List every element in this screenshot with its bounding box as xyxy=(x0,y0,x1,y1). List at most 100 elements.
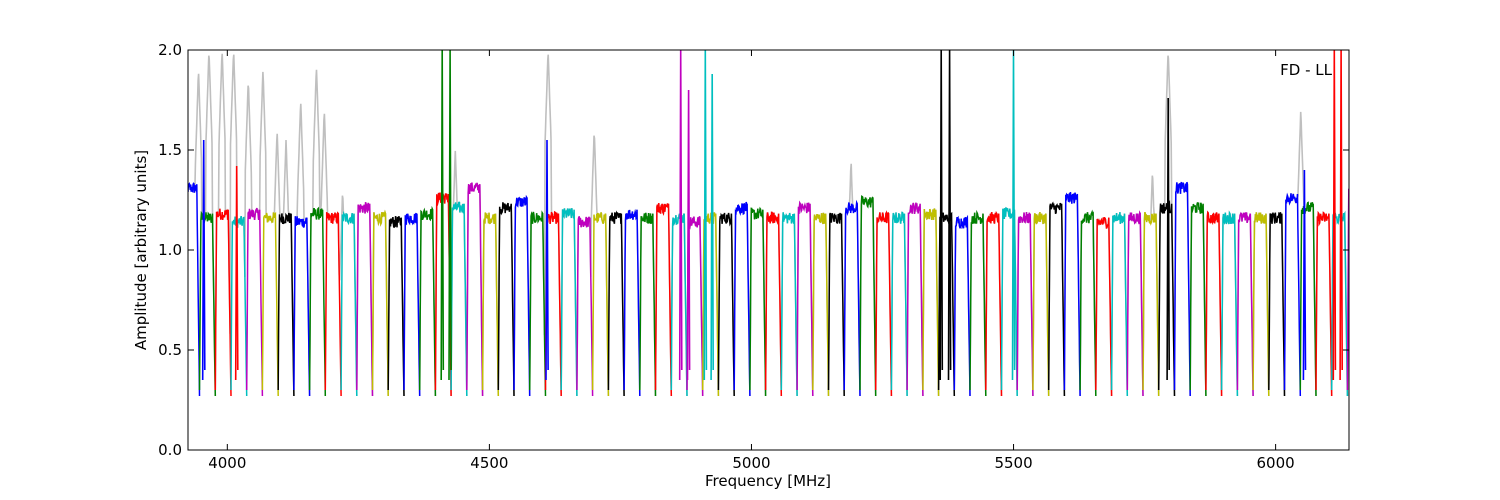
rfi-spike xyxy=(947,50,952,381)
band-series xyxy=(324,211,342,397)
band-series xyxy=(1315,210,1333,397)
rfi-spike xyxy=(234,165,239,381)
rfi-spike xyxy=(545,139,549,381)
band-series xyxy=(576,216,594,397)
band-series xyxy=(623,208,641,397)
rfi-spike xyxy=(201,139,206,381)
band-series xyxy=(497,202,515,397)
y-axis-label: Amplitude [arbitrary units] xyxy=(132,150,150,350)
band-series xyxy=(1047,201,1066,397)
band-series xyxy=(654,203,673,397)
band-series xyxy=(717,212,735,397)
rfi-spike xyxy=(703,50,708,381)
y-tick-label: 0.0 xyxy=(158,441,182,459)
band-series xyxy=(198,210,217,397)
x-tick-label: 5500 xyxy=(994,454,1032,472)
band-series xyxy=(188,181,201,397)
band-series xyxy=(1110,212,1129,397)
y-tick-label: 0.5 xyxy=(158,341,182,359)
band-series xyxy=(481,212,500,397)
band-series xyxy=(749,206,767,397)
band-series xyxy=(1252,212,1270,397)
band-series xyxy=(1157,199,1176,397)
x-tick-label: 4500 xyxy=(470,454,508,472)
tick-layer: 4000 4500 5000 5500 6000 0.0 0.5 1.0 1.5 2.0 xyxy=(158,41,1349,472)
band-series xyxy=(874,210,893,397)
band-series xyxy=(812,212,830,397)
band-series xyxy=(969,209,987,397)
band-series xyxy=(466,182,484,397)
x-tick-label: 4000 xyxy=(208,454,246,472)
band-series xyxy=(1032,211,1050,397)
rfi-spike xyxy=(1339,50,1343,381)
band-series xyxy=(245,207,264,397)
chart-annotation: FD - LL xyxy=(1280,61,1332,79)
band-series xyxy=(1299,201,1317,397)
rfi-spike xyxy=(440,50,445,381)
band-series xyxy=(639,212,657,397)
series-layer xyxy=(188,50,1349,397)
band-series xyxy=(230,215,248,397)
band-series xyxy=(827,212,845,397)
band-series xyxy=(1142,211,1160,397)
band-series xyxy=(293,216,311,397)
y-tick-label: 1.0 xyxy=(158,241,182,259)
band-series xyxy=(843,199,861,397)
rfi-spike xyxy=(1011,50,1016,381)
rfi-spike xyxy=(678,50,683,381)
y-tick-label: 2.0 xyxy=(158,41,182,59)
band-series xyxy=(1063,192,1081,397)
rfi-spike xyxy=(939,50,944,381)
x-tick-label: 5000 xyxy=(732,454,770,472)
band-series xyxy=(1236,211,1254,397)
band-series xyxy=(1220,210,1239,397)
band-series xyxy=(733,201,751,397)
band-series xyxy=(340,210,358,397)
band-series xyxy=(859,195,877,397)
x-tick-label: 6000 xyxy=(1257,454,1295,472)
rfi-spike xyxy=(686,89,691,381)
band-series xyxy=(528,210,547,397)
band-series xyxy=(387,216,405,397)
band-series xyxy=(560,208,578,397)
rfi-spike xyxy=(1302,169,1307,381)
band-series xyxy=(1189,202,1207,397)
rfi-spike xyxy=(1332,50,1337,381)
band-series xyxy=(780,212,798,397)
band-series xyxy=(796,200,814,397)
band-series xyxy=(418,205,437,397)
band-series xyxy=(371,209,389,397)
band-series xyxy=(277,212,295,397)
band-series xyxy=(1095,216,1113,397)
band-series xyxy=(764,211,783,397)
rfi-spike xyxy=(710,73,714,381)
band-series xyxy=(1016,212,1034,397)
band-series xyxy=(1268,212,1286,397)
background-series xyxy=(188,53,1349,397)
band-series xyxy=(308,206,327,397)
band-series xyxy=(1079,209,1097,397)
band-series xyxy=(1173,181,1191,397)
band-series xyxy=(591,212,610,397)
band-series xyxy=(513,194,531,397)
band-series xyxy=(607,210,625,397)
rfi-spike xyxy=(1166,97,1170,381)
band-series xyxy=(450,201,468,397)
band-series xyxy=(1346,188,1349,391)
band-series xyxy=(922,208,940,397)
band-series xyxy=(1205,210,1223,397)
band-series xyxy=(953,214,971,397)
band-series xyxy=(985,210,1003,397)
band-series xyxy=(1283,192,1302,397)
y-tick-label: 1.5 xyxy=(158,141,182,159)
band-series xyxy=(356,201,374,397)
band-series xyxy=(261,211,279,397)
band-series xyxy=(906,202,924,397)
rfi-spike xyxy=(448,50,452,381)
band-series xyxy=(890,211,908,397)
band-series xyxy=(1126,210,1144,397)
band-series xyxy=(214,208,232,397)
band-series xyxy=(670,213,688,397)
x-axis-label: Frequency [MHz] xyxy=(705,472,831,490)
